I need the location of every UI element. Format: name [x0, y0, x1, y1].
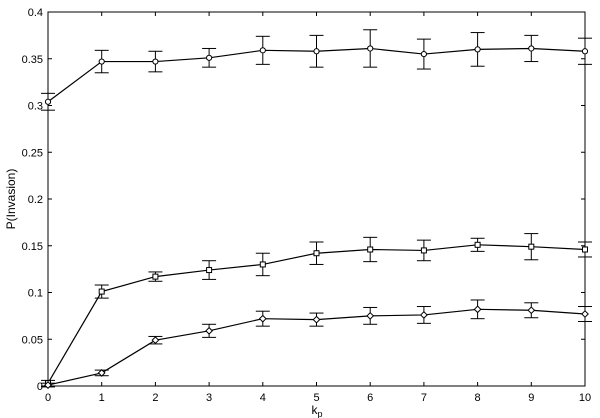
- data-point: [474, 241, 481, 248]
- data-point: [313, 250, 320, 257]
- data-point: [581, 310, 589, 318]
- y-tick-label: 0.15: [22, 241, 43, 253]
- data-point: [366, 311, 375, 320]
- x-tick-label: 1: [99, 392, 105, 404]
- x-tick-label: 2: [152, 392, 158, 404]
- y-tick-label: 0.1: [28, 288, 43, 300]
- data-point: [420, 50, 427, 58]
- data-point: [44, 381, 52, 389]
- data-point: [581, 48, 589, 55]
- data-point: [44, 98, 52, 105]
- data-point: [97, 369, 106, 377]
- data-point: [152, 273, 159, 280]
- y-tick-label: 0.2: [28, 194, 43, 206]
- data-point: [206, 267, 213, 274]
- x-tick-label: 5: [313, 392, 319, 404]
- data-point: [313, 48, 320, 55]
- x-axis: 0 1 2 3 4 5 6 7 8 9 10: [45, 12, 591, 404]
- y-tick-label: 0.3: [28, 101, 43, 113]
- x-axis-title: kp: [311, 403, 322, 418]
- data-point: [527, 306, 536, 315]
- x-tick-label: 10: [579, 392, 591, 404]
- data-point: [259, 261, 266, 268]
- series-2: [41, 233, 592, 387]
- data-point: [205, 326, 214, 335]
- y-tick-label: 0.05: [22, 334, 43, 346]
- series-3: [41, 299, 592, 389]
- data-point: [151, 336, 160, 345]
- data-point: [312, 315, 321, 324]
- x-axis-title-main: k: [311, 403, 318, 417]
- x-tick-label: 0: [45, 392, 51, 404]
- data-point: [528, 243, 535, 250]
- series-1: [41, 29, 592, 111]
- x-tick-label: 8: [475, 392, 481, 404]
- data-point: [259, 47, 266, 54]
- y-tick-label: 0: [37, 381, 43, 393]
- data-point: [419, 311, 428, 319]
- y-tick-label: 0.4: [28, 7, 43, 19]
- data-point: [474, 46, 481, 53]
- x-tick-label: 3: [206, 392, 212, 404]
- y-axis: 0 0.05 0.1 0.15 0.2 0.25 0.3 0.35 0.4: [22, 7, 585, 393]
- x-tick-label: 4: [260, 392, 266, 404]
- x-tick-label: 7: [421, 392, 427, 404]
- data-point: [420, 247, 427, 254]
- data-point: [98, 58, 105, 65]
- data-point: [152, 58, 159, 65]
- y-tick-label: 0.25: [22, 147, 43, 159]
- data-point: [367, 45, 374, 52]
- series-layer: [41, 29, 592, 389]
- y-axis-title: P(Invasion): [4, 169, 18, 230]
- data-point: [98, 288, 105, 295]
- data-point: [258, 314, 267, 323]
- data-point: [206, 54, 213, 61]
- data-point: [473, 305, 482, 314]
- x-tick-label: 6: [367, 392, 373, 404]
- data-point: [367, 246, 374, 253]
- y-tick-label: 0.35: [22, 54, 43, 66]
- x-axis-title-subscript: p: [317, 409, 322, 418]
- data-point: [582, 246, 588, 253]
- plot-frame: [47, 11, 586, 387]
- data-point: [528, 45, 535, 52]
- x-tick-label: 9: [528, 392, 534, 404]
